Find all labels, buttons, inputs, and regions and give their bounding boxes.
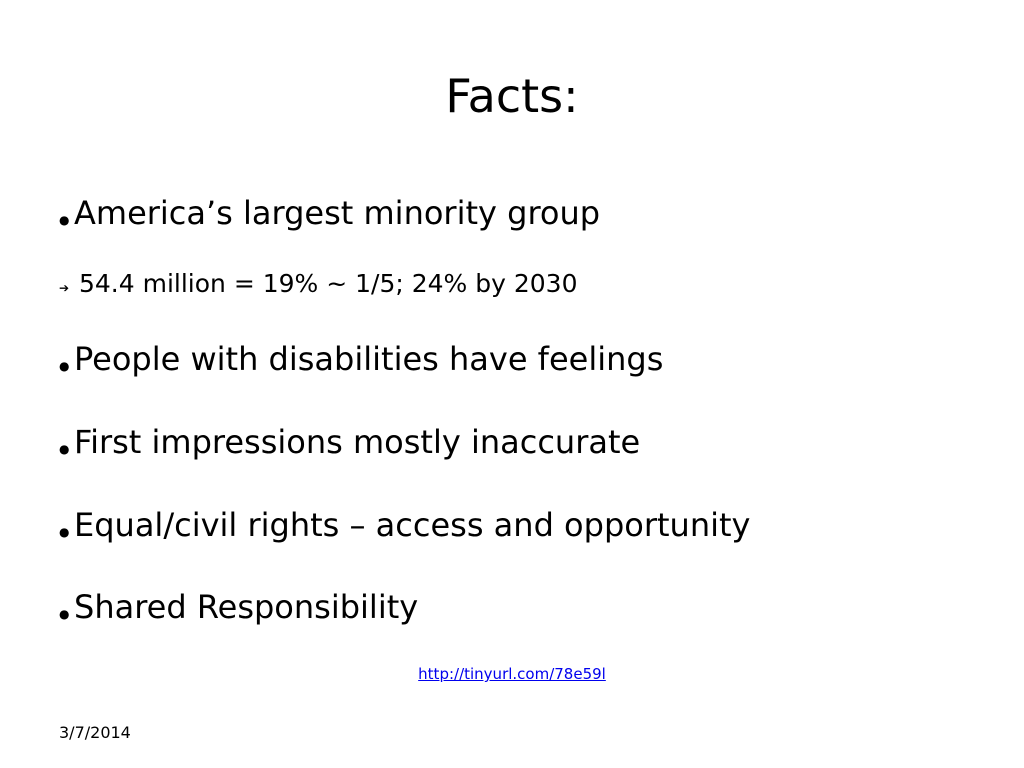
sub-bullet-text: 54.4 million = 19% ~ 1/5; 24% by 2030 [79,269,578,298]
bullet-text: People with disabilities have feelings [74,340,664,378]
bullet-item-civil-rights: ● Equal/civil rights – access and opportu… [59,505,750,552]
bullet-item-first-impressions: ● First impressions mostly inaccurate [59,422,640,469]
slide-date: 3/7/2014 [59,723,131,742]
reference-link-container: http://tinyurl.com/78e59l [0,664,1024,684]
bullet-item-feelings: ● People with disabilities have feelings [59,339,663,386]
reference-link[interactable]: http://tinyurl.com/78e59l [418,665,606,683]
bullet-text: Equal/civil rights – access and opportun… [74,506,751,544]
bullet-text: America’s largest minority group [74,194,601,232]
bullet-text: First impressions mostly inaccurate [74,423,641,461]
bullet-dot-icon: ● [59,525,70,539]
bullet-item-shared-responsibility: ● Shared Responsibility [59,587,418,634]
slide-title: Facts: [445,69,579,123]
bullet-dot-icon: ● [59,213,70,227]
bullet-dot-icon: ● [59,607,70,621]
bullet-dot-icon: ● [59,359,70,373]
sub-bullet-item-statistics: ➔ 54.4 million = 19% ~ 1/5; 24% by 2030 [59,268,578,304]
bullet-dot-icon: ● [59,442,70,456]
bullet-item-largest-minority: ● America’s largest minority group [59,193,600,240]
bullet-text: Shared Responsibility [74,588,419,626]
arrow-right-icon: ➔ [59,281,70,295]
